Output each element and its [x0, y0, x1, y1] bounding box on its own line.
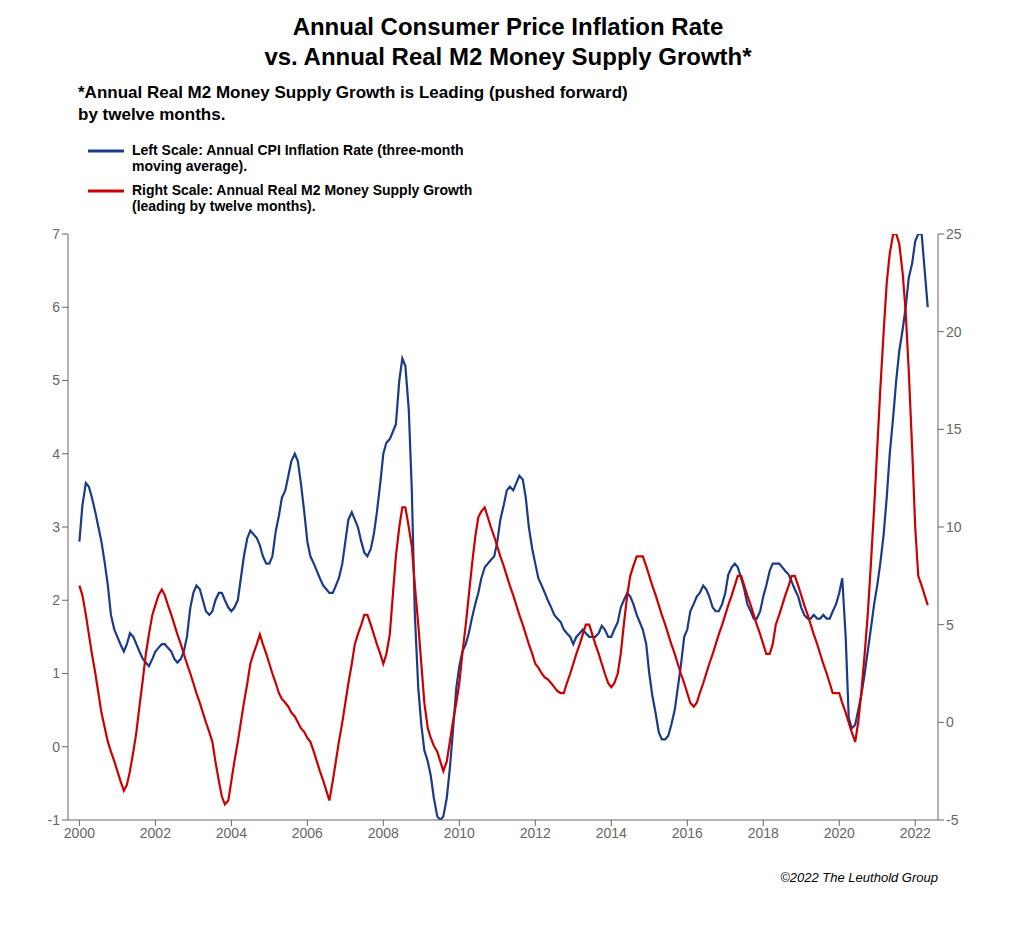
html-text:Annual Consumer Price Inflatio: Annual Consumer Price Inflation Rate [292, 13, 724, 40]
svg-text:5: 5 [946, 617, 954, 633]
svg-text:6: 6 [52, 299, 60, 315]
svg-text:25: 25 [946, 226, 962, 242]
svg-text:0: 0 [52, 739, 60, 755]
html-text:moving average).: moving average). [132, 158, 248, 174]
svg-text:-5: -5 [946, 812, 959, 828]
svg-text:2012: 2012 [520, 825, 551, 841]
svg-text:1: 1 [52, 665, 60, 681]
svg-text:2008: 2008 [368, 825, 399, 841]
svg-text:2: 2 [52, 592, 60, 608]
svg-text:3: 3 [52, 519, 60, 535]
svg-text:4: 4 [52, 446, 60, 462]
svg-text:2002: 2002 [140, 825, 171, 841]
svg-text:2020: 2020 [824, 825, 855, 841]
html-text:*Annual Real M2 Money Supply G: *Annual Real M2 Money Supply Growth is L… [78, 83, 628, 102]
svg-text:2004: 2004 [216, 825, 247, 841]
svg-text:2018: 2018 [748, 825, 779, 841]
html-text:Right Scale: Annual Real M2 Mo: Right Scale: Annual Real M2 Money Supply… [132, 182, 473, 198]
svg-text:2000: 2000 [64, 825, 95, 841]
svg-text:2022: 2022 [900, 825, 931, 841]
html-text:by twelve months.: by twelve months. [78, 105, 226, 124]
svg-text:2010: 2010 [444, 825, 475, 841]
html-text:Left Scale: Annual CPI Inflati: Left Scale: Annual CPI Inflation Rate (t… [132, 142, 464, 158]
svg-text:-1: -1 [48, 812, 61, 828]
svg-text:0: 0 [946, 714, 954, 730]
svg-text:7: 7 [52, 226, 60, 242]
svg-text:2006: 2006 [292, 825, 323, 841]
svg-text:15: 15 [946, 421, 962, 437]
html-text:(leading by twelve months).: (leading by twelve months). [132, 198, 316, 214]
svg-text:2014: 2014 [596, 825, 627, 841]
svg-text:10: 10 [946, 519, 962, 535]
svg-text:2016: 2016 [672, 825, 703, 841]
html-text:vs. Annual Real M2 Money Suppl: vs. Annual Real M2 Money Supply Growth* [264, 43, 752, 70]
svg-text:20: 20 [946, 324, 962, 340]
html-text:©2022 The Leuthold Group: ©2022 The Leuthold Group [780, 870, 938, 885]
svg-text:5: 5 [52, 372, 60, 388]
